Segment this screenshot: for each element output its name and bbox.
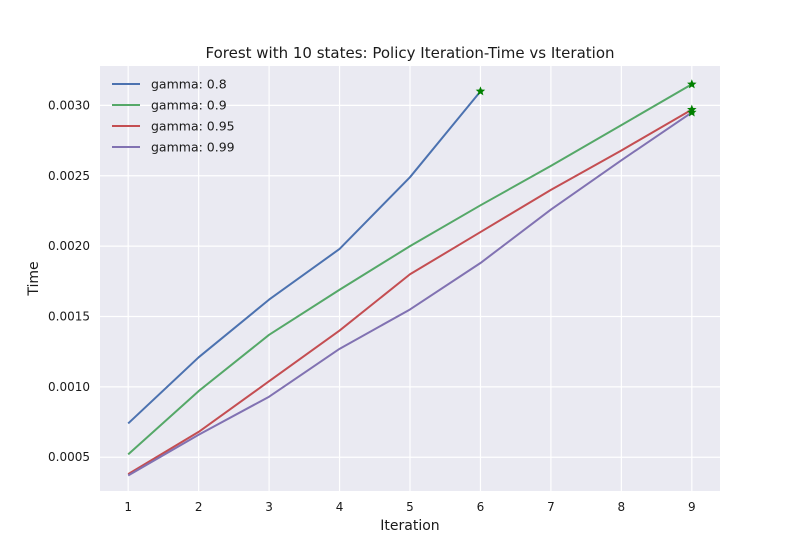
y-tick-label: 0.0010 [48, 380, 90, 394]
x-tick-label: 3 [265, 500, 273, 514]
y-tick-labels: 0.0005 0.0010 0.0015 0.0020 0.0025 0.0030 [48, 98, 90, 464]
end-marker-star [687, 79, 697, 89]
legend-label: gamma: 0.8 [151, 77, 227, 92]
legend-label: gamma: 0.99 [151, 140, 235, 155]
x-tick-label: 4 [336, 500, 344, 514]
end-markers [475, 79, 697, 117]
series-lines [127, 83, 693, 477]
y-tick-label: 0.0030 [48, 98, 90, 112]
x-tick-label: 1 [124, 500, 132, 514]
end-marker-star [475, 86, 486, 96]
y-tick-label: 0.0025 [48, 169, 90, 183]
x-tick-labels: 1 2 3 4 5 6 7 8 9 [124, 500, 695, 514]
y-tick-label: 0.0020 [48, 239, 90, 253]
x-tick-label: 6 [477, 500, 485, 514]
x-axis-title: Iteration [380, 518, 439, 534]
legend-label: gamma: 0.9 [151, 98, 227, 113]
legend-label: gamma: 0.95 [151, 119, 235, 134]
x-tick-label: 2 [195, 500, 203, 514]
x-tick-label: 8 [618, 500, 626, 514]
x-tick-label: 5 [406, 500, 414, 514]
series-line-0 [127, 90, 482, 425]
end-marker-star [687, 107, 697, 117]
y-axis-title: Time [26, 261, 42, 296]
x-tick-label: 7 [547, 500, 555, 514]
y-tick-label: 0.0015 [48, 309, 90, 323]
series-line-2 [127, 108, 693, 475]
chart-title: Forest with 10 states: Policy Iteration-… [205, 44, 614, 62]
legend: gamma: 0.8 gamma: 0.9 gamma: 0.95 gamma: 0.… [112, 77, 235, 155]
series-line-3 [127, 111, 693, 477]
y-tick-label: 0.0005 [48, 450, 90, 464]
series-line-1 [127, 83, 693, 456]
x-tick-label: 9 [688, 500, 696, 514]
